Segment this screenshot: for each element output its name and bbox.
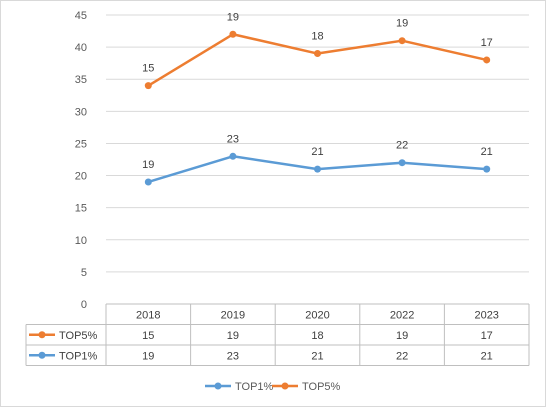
y-tick-label: 0 xyxy=(81,299,87,311)
y-tick-label: 35 xyxy=(75,74,87,86)
table-cell: 22 xyxy=(396,350,408,362)
y-axis: 0 5 10 15 20 25 30 35 40 45 xyxy=(75,10,87,311)
y-tick-label: 15 xyxy=(75,203,87,215)
category-label: 2022 xyxy=(390,310,414,322)
data-table: 2018 2019 2020 2022 2023 TOP5% 15 19 18 19 17 TOP1%… xyxy=(25,303,530,366)
data-label: 18 xyxy=(311,31,323,43)
table-cell: 15 xyxy=(142,330,154,342)
data-point xyxy=(144,82,152,90)
y-tick-label: 30 xyxy=(75,106,87,118)
table-cell: 19 xyxy=(396,330,408,342)
legend-label: TOP5% xyxy=(302,381,341,393)
table-series-name: TOP1% xyxy=(59,350,98,362)
data-label: 21 xyxy=(481,146,493,158)
data-point xyxy=(314,165,321,173)
data-label: 17 xyxy=(481,37,493,49)
y-tick-label: 10 xyxy=(75,235,87,247)
data-point xyxy=(483,56,491,64)
data-label: 21 xyxy=(311,146,323,158)
table-cell: 17 xyxy=(481,330,493,342)
data-label: 23 xyxy=(227,133,239,145)
data-point xyxy=(483,165,491,173)
legend-marker xyxy=(281,382,289,390)
data-point xyxy=(144,178,152,186)
data-point xyxy=(314,50,321,58)
data-point xyxy=(398,37,406,45)
gridlines xyxy=(106,14,529,273)
table-cell: 21 xyxy=(311,350,323,362)
table-cell: 23 xyxy=(227,350,239,362)
data-label: 19 xyxy=(227,11,239,23)
series-layer: 19 23 21 22 21 15 19 18 19 17 xyxy=(142,11,493,186)
data-point xyxy=(398,159,406,167)
table-cell: 19 xyxy=(142,350,154,362)
table-series-name: TOP5% xyxy=(59,330,98,342)
category-label: 2020 xyxy=(305,310,329,322)
y-tick-label: 5 xyxy=(81,267,87,279)
data-point xyxy=(229,30,237,38)
y-tick-label: 20 xyxy=(75,171,87,183)
category-label: 2019 xyxy=(221,310,245,322)
category-label: 2023 xyxy=(474,310,498,322)
table-legend-marker xyxy=(38,331,46,339)
table-cell: 18 xyxy=(311,330,323,342)
data-label: 19 xyxy=(142,159,154,171)
data-label: 15 xyxy=(142,63,154,75)
data-point xyxy=(229,152,237,160)
y-tick-label: 25 xyxy=(75,138,87,150)
legend-marker xyxy=(214,382,222,390)
data-label: 19 xyxy=(396,18,408,30)
table-cell: 19 xyxy=(227,330,239,342)
legend-label: TOP1% xyxy=(235,381,274,393)
y-tick-label: 40 xyxy=(75,42,87,54)
table-legend-marker xyxy=(38,351,46,359)
y-tick-label: 45 xyxy=(75,10,87,22)
legend: TOP1% TOP5% xyxy=(205,381,341,393)
table-cell: 21 xyxy=(481,350,493,362)
data-label: 22 xyxy=(396,140,408,152)
category-label: 2018 xyxy=(136,310,160,322)
